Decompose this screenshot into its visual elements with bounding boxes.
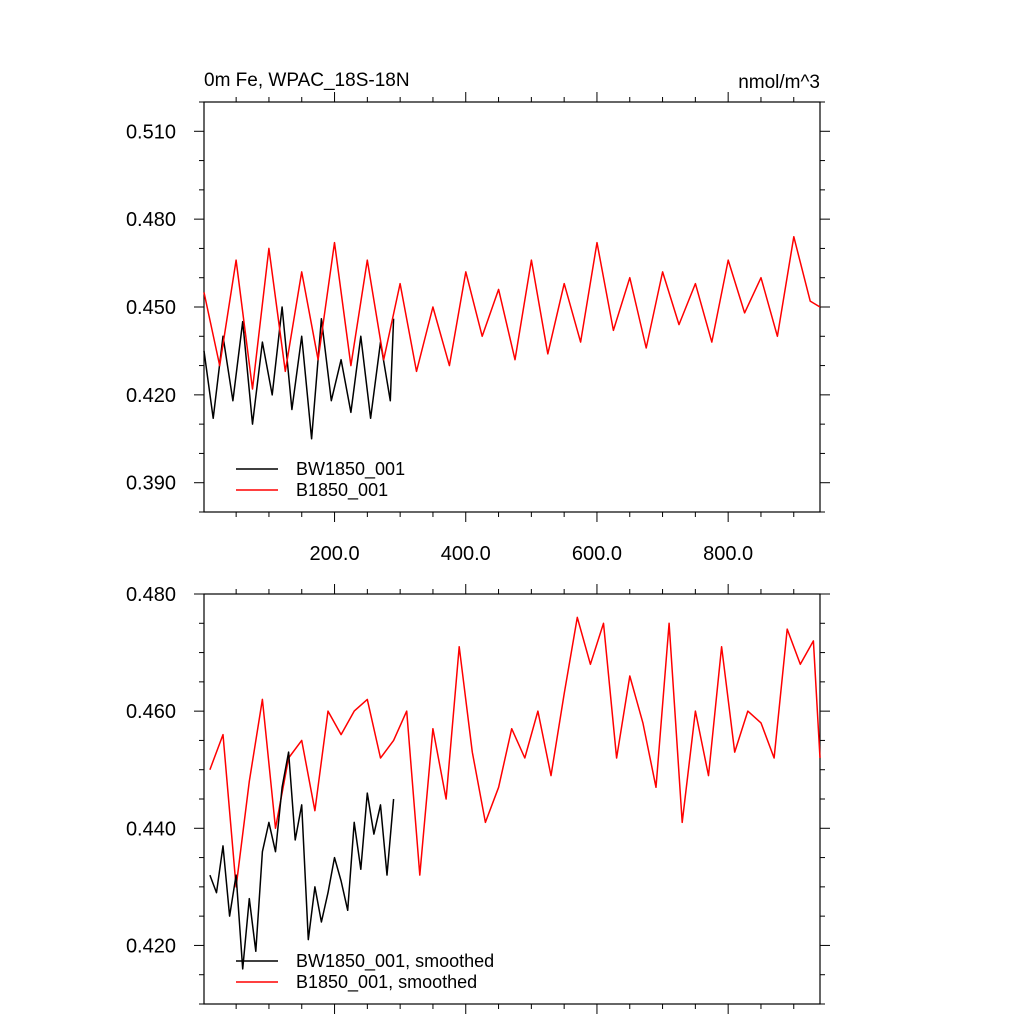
top-panel-units: nmol/m^3 [738,72,820,93]
series-line-bw1850-001 [203,306,395,440]
top-panel: 0m Fe, WPAC_18S-18N nmol/m^3 0.390 0.420 0… [126,70,830,565]
legend-label: BW1850_001 [296,459,405,480]
y-tick-label: 0.480 [126,209,176,231]
legend-label: BW1850_001, smoothed [296,951,494,972]
y-tick-label: 0.440 [126,818,176,840]
y-tick-label: 0.420 [126,385,176,407]
x-tick-label: 600.0 [572,543,622,565]
legend-label: B1850_001 [296,480,388,501]
legend-label: B1850_001, smoothed [296,972,477,993]
x-tick-label: 200.0 [310,543,360,565]
y-tick-label: 0.480 [126,584,176,606]
series-line-bw1850-001-smoothed [209,751,395,970]
bottom-panel-frame [203,593,821,1005]
y-tick-label: 0.390 [126,473,176,495]
top-panel-title: 0m Fe, WPAC_18S-18N [204,70,410,91]
y-tick-label: 0.450 [126,297,176,319]
y-tick-label: 0.510 [126,121,176,143]
x-tick-label: 400.0 [441,543,491,565]
y-tick-label: 0.460 [126,701,176,723]
series-line-b1850-001-smoothed [209,616,821,888]
series-line-b1850-001 [203,235,821,390]
y-tick-label: 0.420 [126,935,176,957]
bottom-panel: 0.420 0.440 0.460 0.480 BW1850_001, smoothe… [126,584,830,1014]
x-tick-label: 800.0 [703,543,753,565]
